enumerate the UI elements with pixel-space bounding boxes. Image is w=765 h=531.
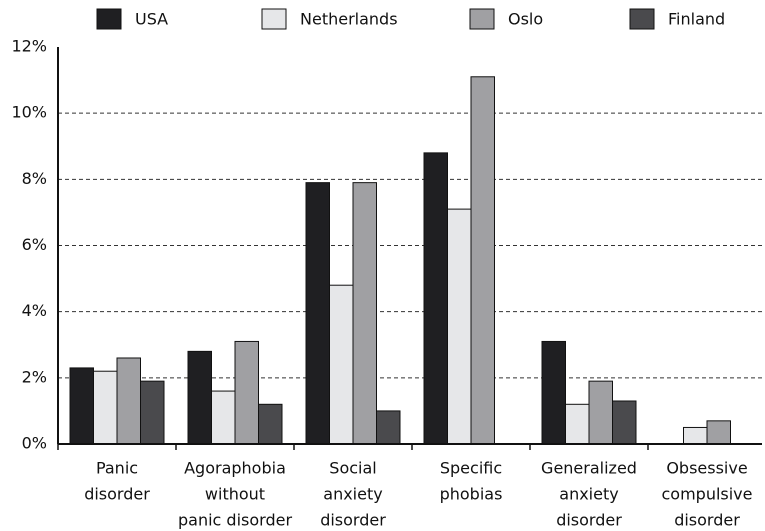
bar: [612, 400, 637, 445]
x-tick-label: anxiety: [559, 485, 618, 504]
x-tick-label: without: [205, 485, 265, 504]
bar: [683, 426, 708, 445]
bar: [706, 420, 731, 445]
bar: [376, 410, 401, 445]
legend-label: USA: [135, 10, 168, 29]
bar: [234, 340, 259, 445]
bar: [423, 152, 448, 445]
x-tick-label: Obsessive: [666, 459, 747, 478]
bar: [541, 340, 566, 445]
legend-swatch: [261, 8, 287, 30]
bar: [470, 76, 495, 445]
y-tick-label: 6%: [22, 235, 47, 254]
bar: [211, 390, 236, 445]
bar: [93, 370, 118, 445]
y-tick-label: 8%: [22, 169, 47, 188]
y-tick-label: 4%: [22, 301, 47, 320]
x-tick-label: Social: [329, 459, 376, 478]
x-tick-label: Specific: [440, 459, 502, 478]
bar: [447, 208, 472, 445]
legend-label: Netherlands: [300, 10, 398, 29]
legend-swatch: [469, 8, 495, 30]
bar: [140, 380, 165, 445]
bar: [116, 357, 141, 445]
x-tick-label: phobias: [440, 485, 503, 504]
bar: [588, 380, 613, 445]
y-tick-label: 2%: [22, 367, 47, 386]
x-tick-label: disorder: [674, 511, 740, 530]
x-tick-label: panic disorder: [178, 511, 292, 530]
bar: [352, 182, 377, 445]
x-tick-label: disorder: [556, 511, 622, 530]
y-tick-label: 12%: [11, 37, 47, 56]
x-tick-label: Panic: [96, 459, 138, 478]
y-tick-label: 10%: [11, 103, 47, 122]
bar: [305, 182, 330, 445]
y-tick-label: 0%: [22, 434, 47, 453]
legend-swatch: [96, 8, 122, 30]
x-tick-label: disorder: [84, 485, 150, 504]
legend-label: Finland: [668, 10, 725, 29]
bar: [565, 403, 590, 445]
bar: [69, 367, 94, 445]
x-tick-label: Agoraphobia: [184, 459, 286, 478]
bar: [258, 403, 283, 445]
x-tick-label: Generalized: [541, 459, 637, 478]
x-tick-label: disorder: [320, 511, 386, 530]
bar: [187, 350, 212, 445]
x-tick-label: compulsive: [661, 485, 752, 504]
x-tick-label: anxiety: [323, 485, 382, 504]
legend-label: Oslo: [508, 10, 543, 29]
bar: [329, 284, 354, 445]
legend-swatch: [629, 8, 655, 30]
